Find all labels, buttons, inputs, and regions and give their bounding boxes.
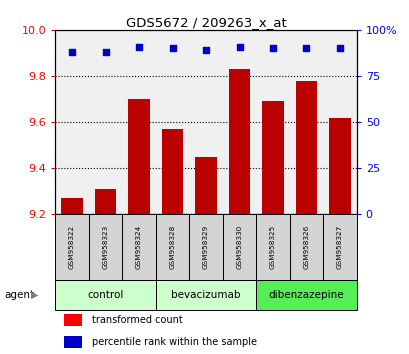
Bar: [256, 214, 289, 280]
Bar: [64, 314, 82, 326]
Bar: [94, 189, 116, 214]
Text: GSM958326: GSM958326: [303, 225, 309, 269]
Point: [236, 44, 242, 50]
Text: percentile rank within the sample: percentile rank within the sample: [91, 337, 256, 347]
Text: GSM958323: GSM958323: [102, 225, 108, 269]
Point: [269, 46, 276, 51]
Text: GSM958322: GSM958322: [69, 225, 75, 269]
Bar: [322, 214, 356, 280]
Text: GSM958325: GSM958325: [270, 225, 275, 269]
Bar: [189, 214, 222, 280]
Text: transformed count: transformed count: [91, 315, 182, 325]
Bar: [328, 118, 350, 214]
Bar: [155, 280, 256, 310]
Bar: [261, 102, 283, 214]
Bar: [222, 214, 256, 280]
Text: dibenzazepine: dibenzazepine: [268, 290, 344, 300]
Bar: [228, 69, 250, 214]
Bar: [256, 280, 356, 310]
Text: GSM958327: GSM958327: [336, 225, 342, 269]
Point: [302, 46, 309, 51]
Text: GSM958324: GSM958324: [136, 225, 142, 269]
Text: bevacizumab: bevacizumab: [171, 290, 240, 300]
Bar: [289, 214, 322, 280]
Text: control: control: [87, 290, 124, 300]
Bar: [195, 157, 216, 214]
Bar: [64, 336, 82, 348]
Text: ▶: ▶: [31, 290, 38, 300]
Text: GSM958328: GSM958328: [169, 225, 175, 269]
Bar: [128, 99, 150, 214]
Bar: [161, 129, 183, 214]
Title: GDS5672 / 209263_x_at: GDS5672 / 209263_x_at: [125, 16, 286, 29]
Bar: [122, 214, 155, 280]
Text: GSM958329: GSM958329: [202, 225, 209, 269]
Point: [69, 49, 75, 55]
Bar: [155, 214, 189, 280]
Bar: [295, 81, 317, 214]
Point: [202, 47, 209, 53]
Point: [135, 44, 142, 50]
Bar: [55, 214, 89, 280]
Text: GSM958330: GSM958330: [236, 225, 242, 269]
Point: [169, 46, 175, 51]
Bar: [61, 198, 83, 214]
Point: [336, 46, 342, 51]
Bar: [89, 214, 122, 280]
Point: [102, 49, 109, 55]
Text: agent: agent: [4, 290, 34, 300]
Bar: [55, 280, 155, 310]
